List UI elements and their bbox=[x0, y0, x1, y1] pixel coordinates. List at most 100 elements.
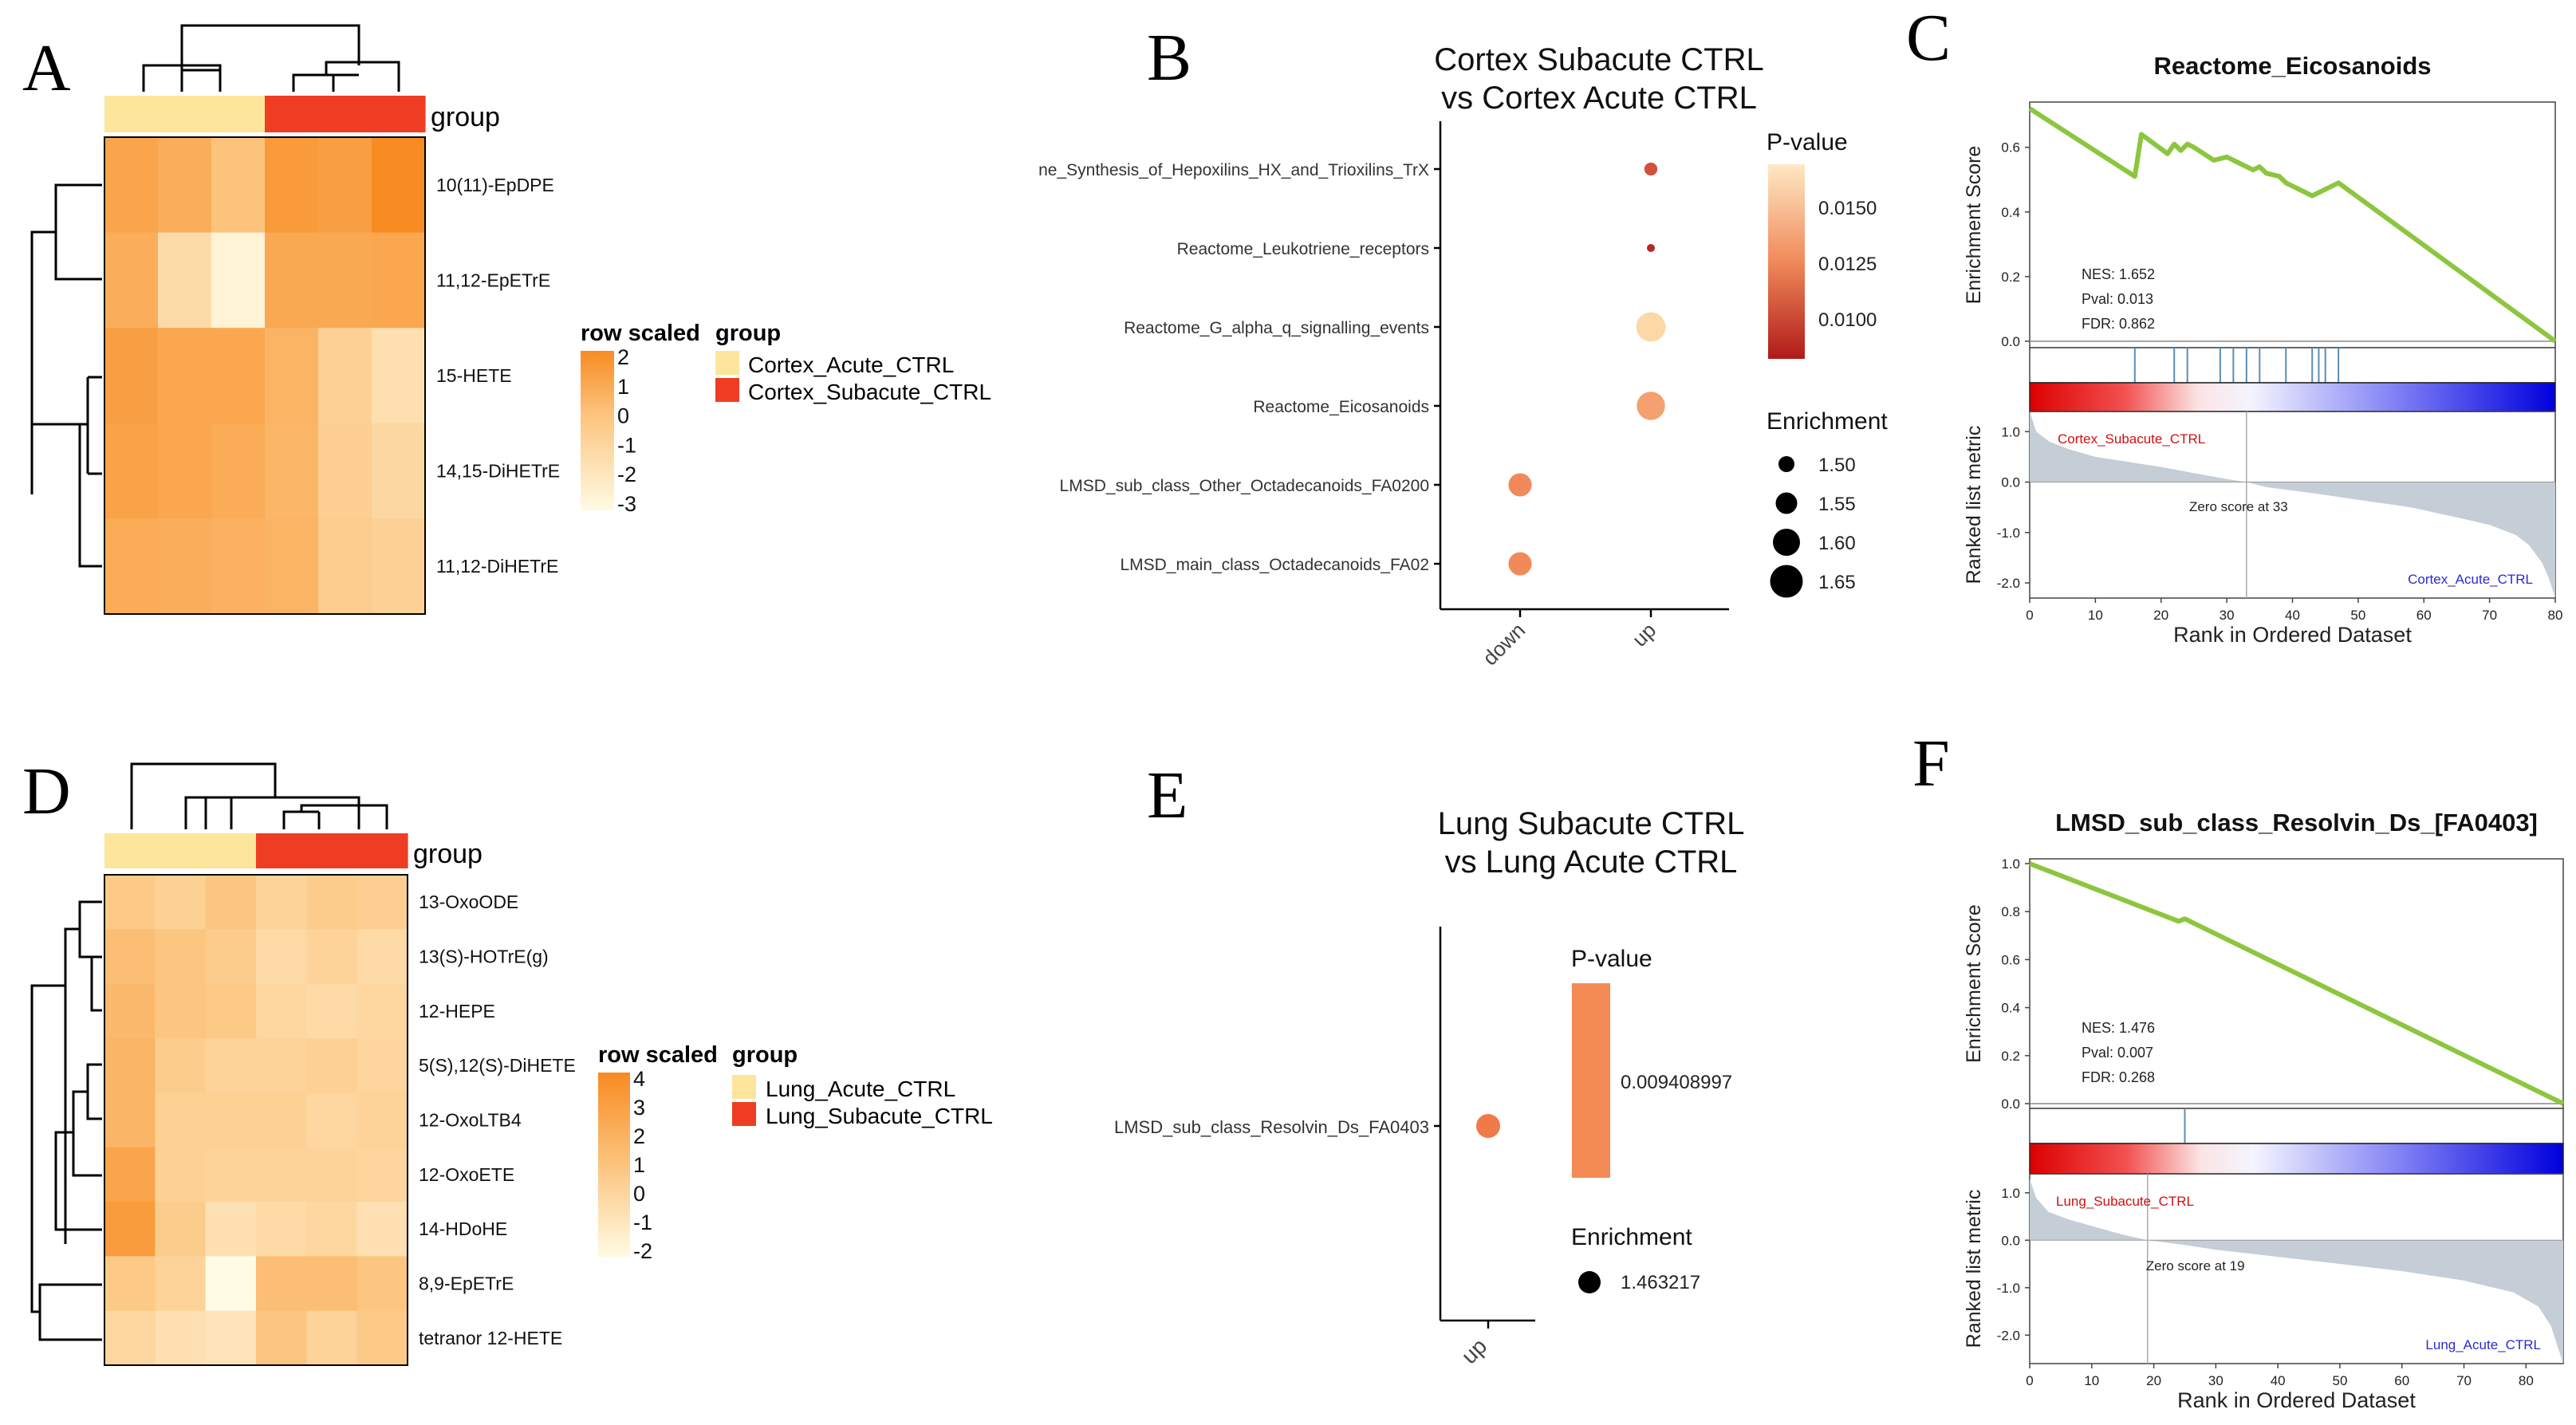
heatmap-cell bbox=[265, 423, 319, 519]
row-label: 11,12-EpETrE bbox=[436, 270, 550, 290]
x-tick-label: 40 bbox=[2285, 608, 2300, 623]
gsea-stat: Pval: 0.013 bbox=[2082, 291, 2153, 307]
rank-color-bar bbox=[2029, 382, 2556, 412]
dotplot-panel-b: Cortex Subacute CTRL vs Cortex Acute CTR… bbox=[1038, 42, 1888, 670]
row-label: 5(S),12(S)-DiHETE bbox=[419, 1055, 576, 1076]
legend-swatch-subacute-a bbox=[715, 378, 739, 402]
chart-subtitle-b: vs Cortex Acute CTRL bbox=[1441, 81, 1757, 116]
color-scale-bar-a bbox=[581, 351, 614, 510]
heatmap-cell bbox=[155, 1310, 207, 1366]
heatmap-cell bbox=[211, 328, 266, 424]
heatmap-cell bbox=[104, 983, 156, 1039]
color-scale-tick: 3 bbox=[633, 1096, 645, 1120]
chart-title-e: Lung Subacute CTRL bbox=[1438, 806, 1745, 841]
x-tick-label: 80 bbox=[2519, 1373, 2534, 1388]
metric-y-label: Ranked list metric bbox=[1963, 1190, 1985, 1348]
x-tick-label: up bbox=[1628, 618, 1661, 651]
es-curve bbox=[2028, 106, 2557, 344]
x-tick-label: 60 bbox=[2394, 1373, 2409, 1388]
panel-letter-b: B bbox=[1147, 21, 1191, 95]
group-annotation-cell bbox=[306, 833, 358, 868]
enrichment-size-dot bbox=[1770, 565, 1803, 598]
x-tick-label: 10 bbox=[2088, 608, 2103, 623]
heatmap-cell bbox=[256, 1310, 307, 1366]
heatmap-cell bbox=[205, 1310, 257, 1366]
metric-y-tick-label: -1.0 bbox=[1997, 526, 2020, 541]
heatmap-cell bbox=[155, 929, 207, 985]
heatmap-cell bbox=[158, 423, 212, 519]
heatmap-cell bbox=[306, 1310, 358, 1366]
x-tick-label: 0 bbox=[2026, 608, 2033, 623]
hits-strip bbox=[2029, 347, 2556, 384]
color-scale-tick: 1 bbox=[617, 375, 629, 399]
panel-letter-a: A bbox=[22, 31, 71, 105]
positive-class-label: Lung_Subacute_CTRL bbox=[2056, 1194, 2194, 1209]
legend-scale-title-a: row scaled bbox=[581, 321, 700, 346]
pvalue-color-bar-e bbox=[1572, 983, 1610, 1178]
legend-pvalue-title-e: P-value bbox=[1571, 946, 1652, 972]
metric-y-tick-label: 0.0 bbox=[2001, 475, 2020, 490]
heatmap-cell bbox=[256, 1256, 307, 1312]
heatmap-cell bbox=[256, 1092, 307, 1148]
metric-y-tick-label: 1.0 bbox=[2001, 424, 2020, 439]
heatmap-cell bbox=[356, 1147, 408, 1203]
heatmap-cell bbox=[104, 423, 159, 519]
heatmap-cell bbox=[256, 983, 307, 1039]
gsea-panel-c: Reactome_Eicosanoids 0.6 0.4 0.2 0.0 NES: 1.6… bbox=[1963, 52, 2562, 647]
x-tick-label: 70 bbox=[2482, 608, 2497, 623]
es-y-tick-label: 0.6 bbox=[2001, 952, 2020, 967]
zero-score-label: Zero score at 19 bbox=[2146, 1258, 2245, 1273]
heatmap-cell bbox=[211, 137, 266, 234]
annotation-label-d: group bbox=[413, 839, 483, 869]
enrichment-size-legend-b: 1.50 1.55 1.60 1.65 bbox=[1770, 455, 1856, 598]
pvalue-ticks-b: 0.0150 0.0125 0.0100 bbox=[1805, 198, 1877, 331]
row-labels-a: 10(11)-EpDPE 11,12-EpETrE 15-HETE 14,15-DiH… bbox=[436, 175, 560, 577]
legend-group-title-d: group bbox=[732, 1042, 798, 1068]
x-tick-label-e: up bbox=[1456, 1333, 1491, 1368]
es-curve bbox=[2028, 861, 2565, 1106]
heatmap-cell bbox=[104, 1256, 156, 1312]
metric-y-tick-label: 0.0 bbox=[2001, 1233, 2020, 1248]
negative-class-label: Lung_Acute_CTRL bbox=[2425, 1337, 2541, 1352]
legend-a: row scaled 2 1 0 -1 -2 -3 group Cortex_Acute_… bbox=[581, 321, 991, 516]
term-label: LMSD_main_class_Octadecanoids_FA02 bbox=[1120, 556, 1429, 574]
negative-class-label: Cortex_Acute_CTRL bbox=[2408, 572, 2533, 587]
heatmap-cell bbox=[205, 1256, 257, 1312]
row-label: 11,12-DiHETrE bbox=[436, 556, 558, 577]
gsea-panel-f: LMSD_sub_class_Resolvin_Ds_[FA0403] 1.0 0.… bbox=[1963, 809, 2565, 1412]
heatmap-border-a bbox=[104, 136, 426, 615]
dot bbox=[1508, 473, 1532, 497]
heatmap-cell bbox=[356, 1092, 408, 1148]
heatmap-cell bbox=[205, 1092, 257, 1148]
enrichment-tick: 1.65 bbox=[1818, 572, 1856, 593]
heatmap-cell bbox=[306, 1092, 358, 1148]
heatmap-cell bbox=[211, 423, 266, 519]
enrichment-tick: 1.55 bbox=[1818, 494, 1856, 515]
heatmap-cell bbox=[372, 232, 426, 329]
heatmap-cell bbox=[318, 518, 372, 615]
color-scale-ticks-d: 4 3 2 1 0 -1 -2 bbox=[633, 1067, 652, 1263]
metric-area bbox=[2030, 411, 2555, 598]
panel-letter-e: E bbox=[1147, 758, 1188, 833]
heatmap-border-d bbox=[104, 874, 408, 1366]
heatmap-cell bbox=[155, 983, 207, 1039]
heatmap-cell bbox=[211, 232, 266, 329]
heatmap-cell bbox=[256, 929, 307, 985]
heatmap-cell bbox=[205, 1202, 257, 1257]
x-tick-label: 30 bbox=[2220, 608, 2235, 623]
es-y-tick-label: 0.2 bbox=[2001, 1049, 2020, 1064]
row-label: 15-HETE bbox=[436, 365, 512, 386]
x-tick-label: 80 bbox=[2548, 608, 2563, 623]
heatmap-cell bbox=[104, 1038, 156, 1093]
heatmap-panel-d: group 13-OxoODE 13(S)-HOTrE(g) 12-HEPE 5(S)… bbox=[30, 762, 993, 1366]
term-label: ne_Synthesis_of_Hepoxilins_HX_and_Trioxi… bbox=[1038, 161, 1429, 179]
dot bbox=[1636, 312, 1666, 342]
x-tick-label: 50 bbox=[2350, 608, 2365, 623]
legend-swatch-subacute-d bbox=[732, 1102, 756, 1126]
es-y-label: Enrichment Score bbox=[1963, 904, 1985, 1063]
color-scale-tick: 2 bbox=[633, 1124, 645, 1148]
heatmap-cell bbox=[104, 1092, 156, 1148]
gsea-title: LMSD_sub_class_Resolvin_Ds_[FA0403] bbox=[2055, 809, 2538, 836]
chart-subtitle-e: vs Lung Acute CTRL bbox=[1445, 844, 1738, 880]
heatmap-cell bbox=[256, 1038, 307, 1093]
